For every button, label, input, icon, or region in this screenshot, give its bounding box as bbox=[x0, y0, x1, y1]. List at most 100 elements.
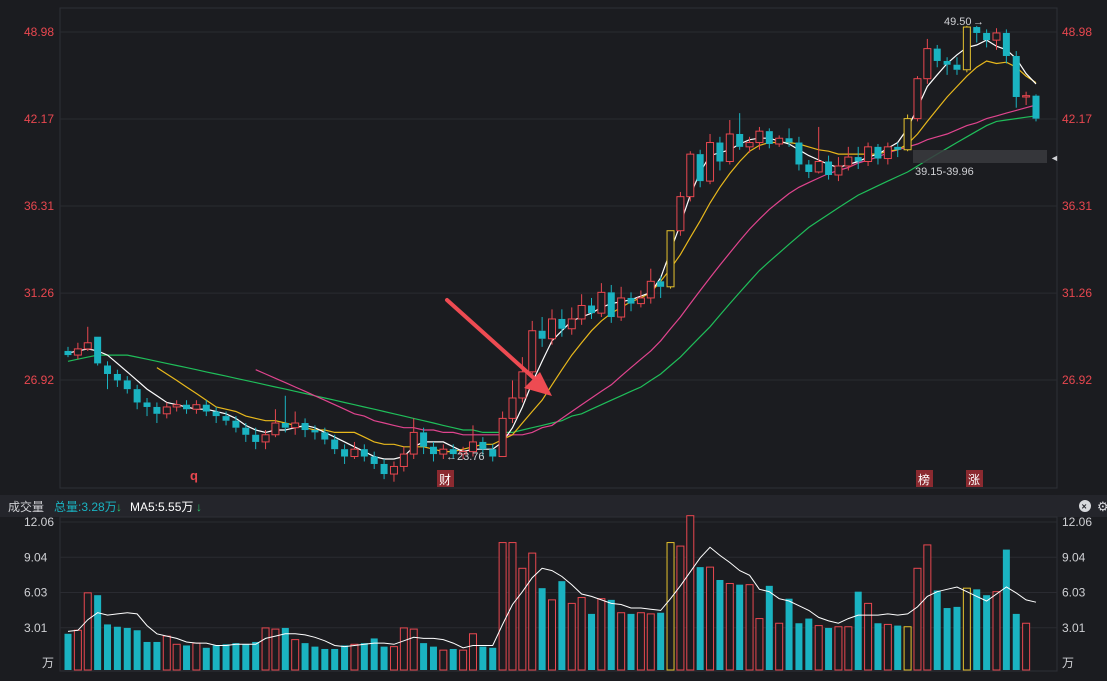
candle[interactable] bbox=[508, 380, 517, 424]
candle[interactable] bbox=[706, 133, 715, 185]
candle[interactable] bbox=[113, 369, 121, 387]
volume-bar[interactable] bbox=[429, 646, 437, 670]
candle[interactable] bbox=[281, 395, 289, 433]
candle[interactable] bbox=[588, 297, 596, 319]
candle[interactable] bbox=[301, 418, 309, 438]
candle[interactable] bbox=[814, 126, 823, 174]
candle[interactable] bbox=[538, 317, 546, 347]
candle[interactable] bbox=[321, 427, 329, 445]
volume-bar[interactable] bbox=[765, 585, 773, 670]
candle[interactable] bbox=[567, 307, 576, 335]
close-icon[interactable]: × bbox=[1079, 500, 1091, 512]
candle[interactable] bbox=[291, 411, 300, 435]
bang-badge[interactable]: 榜 bbox=[918, 472, 930, 487]
candle[interactable] bbox=[1002, 29, 1010, 64]
volume-bar[interactable] bbox=[933, 590, 941, 670]
volume-bar[interactable] bbox=[232, 643, 240, 670]
volume-bar[interactable] bbox=[923, 544, 932, 671]
volume-bar[interactable] bbox=[795, 623, 803, 670]
candle[interactable] bbox=[765, 128, 773, 149]
candle[interactable] bbox=[73, 342, 82, 360]
volume-bar[interactable] bbox=[183, 645, 191, 670]
candle[interactable] bbox=[736, 113, 744, 150]
volume-bar[interactable] bbox=[627, 613, 635, 670]
candle[interactable] bbox=[854, 146, 862, 169]
volume-bar[interactable] bbox=[212, 645, 220, 670]
volume-bar[interactable] bbox=[479, 646, 487, 670]
volume-bar[interactable] bbox=[983, 595, 991, 670]
volume-bar[interactable] bbox=[805, 618, 813, 670]
candle[interactable] bbox=[409, 418, 418, 459]
volume-bar[interactable] bbox=[83, 592, 92, 671]
candle[interactable] bbox=[953, 57, 961, 75]
candle[interactable] bbox=[271, 409, 280, 438]
volume-bar[interactable] bbox=[301, 643, 309, 670]
candle[interactable] bbox=[1012, 51, 1020, 108]
candle[interactable] bbox=[983, 29, 991, 48]
volume-bar[interactable] bbox=[874, 623, 882, 670]
candle[interactable] bbox=[153, 402, 161, 424]
volume-bar[interactable] bbox=[133, 630, 141, 670]
volume-bar[interactable] bbox=[271, 628, 280, 671]
candle[interactable] bbox=[657, 275, 665, 298]
volume-bar[interactable] bbox=[143, 641, 151, 670]
volume-bar[interactable] bbox=[706, 566, 715, 671]
volume-bar[interactable] bbox=[468, 633, 477, 671]
volume-bar[interactable] bbox=[331, 648, 339, 670]
candle[interactable] bbox=[202, 400, 210, 417]
cai-badge[interactable]: 财 bbox=[439, 473, 451, 487]
candle[interactable] bbox=[607, 284, 615, 323]
volume-bar[interactable] bbox=[814, 625, 823, 671]
volume-bar[interactable] bbox=[350, 643, 359, 671]
volume-bar[interactable] bbox=[1022, 622, 1031, 671]
candle[interactable] bbox=[943, 57, 951, 75]
candle[interactable] bbox=[894, 142, 902, 158]
candle[interactable] bbox=[133, 384, 141, 410]
volume-bar[interactable] bbox=[281, 627, 289, 670]
volume-bar[interactable] bbox=[73, 629, 82, 671]
volume-bar[interactable] bbox=[1002, 549, 1010, 670]
candle[interactable] bbox=[389, 461, 398, 482]
candle[interactable] bbox=[903, 114, 912, 152]
candle[interactable] bbox=[350, 441, 359, 459]
volume-bar[interactable] bbox=[736, 584, 744, 670]
candle[interactable] bbox=[429, 441, 437, 462]
candle[interactable] bbox=[755, 126, 764, 150]
volume-bar[interactable] bbox=[399, 627, 408, 671]
candle[interactable] bbox=[94, 336, 102, 366]
gear-icon[interactable]: ⚙ bbox=[1097, 499, 1107, 514]
candle[interactable] bbox=[331, 434, 339, 455]
volume-bar[interactable] bbox=[883, 623, 892, 671]
candle[interactable] bbox=[577, 294, 586, 325]
volume-bar[interactable] bbox=[489, 647, 497, 670]
volume-bar[interactable] bbox=[992, 591, 1001, 671]
candle[interactable] bbox=[676, 191, 685, 236]
volume-bar[interactable] bbox=[676, 545, 685, 671]
candle[interactable] bbox=[883, 142, 892, 165]
candle[interactable] bbox=[311, 425, 319, 440]
candle[interactable] bbox=[1022, 91, 1031, 106]
volume-bar[interactable] bbox=[894, 625, 902, 670]
candle[interactable] bbox=[399, 446, 408, 472]
candle[interactable] bbox=[172, 400, 181, 412]
candle[interactable] bbox=[795, 136, 803, 171]
candle[interactable] bbox=[745, 136, 754, 153]
candle[interactable] bbox=[627, 292, 635, 312]
candle[interactable] bbox=[992, 28, 1001, 50]
volume-bar[interactable] bbox=[321, 648, 329, 670]
volume-bar[interactable] bbox=[686, 515, 695, 671]
candle[interactable] bbox=[844, 146, 853, 171]
volume-bar[interactable] bbox=[864, 602, 873, 671]
candle[interactable] bbox=[439, 444, 448, 459]
volume-bar[interactable] bbox=[755, 618, 764, 671]
volume-bar[interactable] bbox=[380, 646, 388, 670]
candle[interactable] bbox=[913, 76, 922, 122]
volume-bar[interactable] bbox=[617, 612, 626, 671]
candle[interactable] bbox=[64, 346, 72, 358]
candle[interactable] bbox=[973, 25, 981, 43]
candle[interactable] bbox=[923, 38, 932, 84]
candle[interactable] bbox=[716, 136, 724, 171]
candle[interactable] bbox=[380, 458, 388, 480]
candle[interactable] bbox=[479, 437, 487, 457]
candle[interactable] bbox=[498, 411, 507, 458]
